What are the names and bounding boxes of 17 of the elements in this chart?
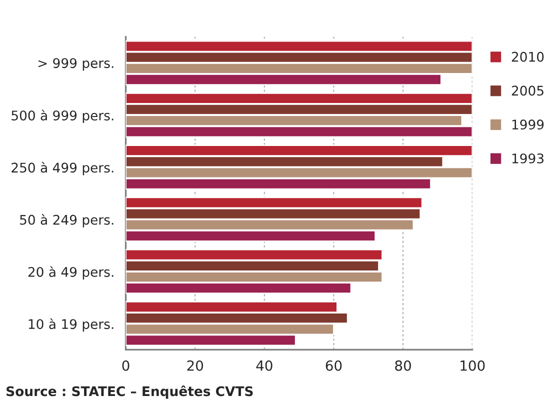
y-tick-label: 250 à 499 pers.: [12, 162, 114, 176]
y-tick-label: > 999 pers.: [38, 58, 114, 71]
x-tick-label: 20: [187, 360, 204, 371]
y-tick-label: 20 à 49 pers.: [28, 266, 114, 280]
x-tick-label: 100: [460, 360, 485, 371]
x-tick-label: 80: [395, 360, 411, 371]
legend-label: 1999: [512, 120, 544, 130]
legend-label: 2005: [512, 86, 544, 96]
y-tick-label: 10 à 19 pers.: [28, 318, 114, 332]
y-tick-label: 50 à 249 pers.: [20, 214, 114, 228]
x-tick-label: 40: [256, 360, 272, 371]
legend-label: 1993: [512, 153, 544, 164]
y-tick-label: 500 à 999 pers.: [12, 110, 114, 124]
source-note: Source : STATEC – Enquêtes CVTS: [6, 385, 253, 399]
x-tick-label: 60: [326, 360, 342, 371]
legend-label: 2010: [512, 52, 544, 62]
x-tick-label: 0: [122, 360, 130, 371]
